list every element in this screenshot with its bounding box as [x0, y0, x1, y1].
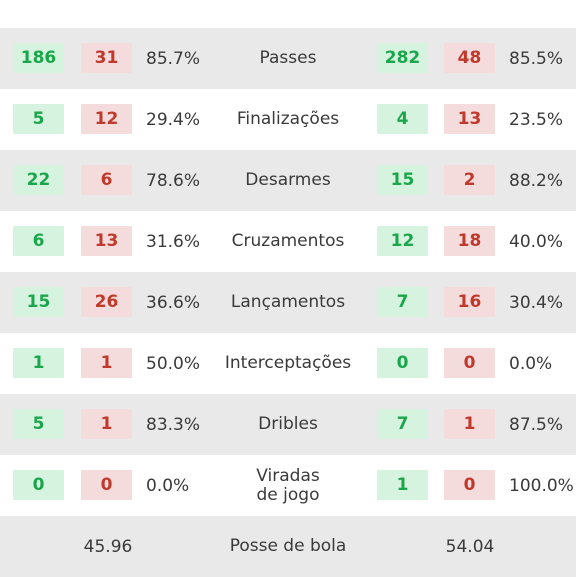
- stat-row-viradas-de-jogo: 0 0 0.0% Viradas de jogo 1 0 100.0%: [0, 455, 576, 516]
- away-percentage: 100.0%: [509, 475, 574, 496]
- home-percentage: 31.6%: [146, 231, 201, 252]
- home-success-badge: 6: [13, 226, 64, 256]
- away-success-badge: 0: [377, 348, 428, 378]
- home-percentage: 85.7%: [146, 48, 201, 69]
- away-percentage: 87.5%: [509, 414, 564, 435]
- away-percentage: 85.5%: [509, 48, 564, 69]
- away-success-badge: 282: [377, 43, 428, 73]
- home-success-badge: 15: [13, 287, 64, 317]
- away-percentage: 40.0%: [509, 231, 564, 252]
- away-percentage: 23.5%: [509, 109, 564, 130]
- stats-table: 186 31 85.7% Passes 282 48 85.5% 5 12 29…: [0, 28, 576, 577]
- home-fail-badge: 13: [81, 226, 132, 256]
- stat-label: Finalizações: [236, 109, 340, 129]
- stat-row-finalizacoes: 5 12 29.4% Finalizações 4 13 23.5%: [0, 89, 576, 150]
- away-fail-badge: 1: [444, 409, 495, 439]
- away-fail-badge: 2: [444, 165, 495, 195]
- home-fail-badge: 1: [81, 348, 132, 378]
- home-percentage: 36.6%: [146, 292, 201, 313]
- stat-label: Dribles: [258, 414, 318, 434]
- home-possession: 45.96: [83, 536, 133, 557]
- away-success-badge: 7: [377, 409, 428, 439]
- away-percentage: 0.0%: [509, 353, 553, 374]
- home-percentage: 50.0%: [146, 353, 201, 374]
- away-success-badge: 4: [377, 104, 428, 134]
- away-success-badge: 7: [377, 287, 428, 317]
- home-fail-badge: 12: [81, 104, 132, 134]
- away-possession: 54.04: [445, 536, 495, 557]
- home-success-badge: 5: [13, 104, 64, 134]
- home-percentage: 0.0%: [146, 475, 190, 496]
- stat-label: Passes: [259, 48, 317, 68]
- away-fail-badge: 0: [444, 470, 495, 500]
- stat-row-interceptacoes: 1 1 50.0% Interceptações 0 0 0.0%: [0, 333, 576, 394]
- home-percentage: 29.4%: [146, 109, 201, 130]
- stat-row-lancamentos: 15 26 36.6% Lançamentos 7 16 30.4%: [0, 272, 576, 333]
- home-success-badge: 186: [13, 43, 64, 73]
- away-fail-badge: 16: [444, 287, 495, 317]
- stat-label: Cruzamentos: [231, 231, 345, 251]
- home-percentage: 78.6%: [146, 170, 201, 191]
- away-fail-badge: 0: [444, 348, 495, 378]
- home-fail-badge: 6: [81, 165, 132, 195]
- home-fail-badge: 0: [81, 470, 132, 500]
- away-success-badge: 12: [377, 226, 428, 256]
- away-fail-badge: 48: [444, 43, 495, 73]
- home-fail-badge: 26: [81, 287, 132, 317]
- away-success-badge: 15: [377, 165, 428, 195]
- away-fail-badge: 13: [444, 104, 495, 134]
- stat-row-passes: 186 31 85.7% Passes 282 48 85.5%: [0, 28, 576, 89]
- stat-label: Lançamentos: [230, 292, 346, 312]
- stat-row-cruzamentos: 6 13 31.6% Cruzamentos 12 18 40.0%: [0, 211, 576, 272]
- home-success-badge: 1: [13, 348, 64, 378]
- possession-label: Posse de bola: [229, 536, 347, 556]
- home-percentage: 83.3%: [146, 414, 201, 435]
- stat-row-possession: 45.96 Posse de bola 54.04: [0, 516, 576, 577]
- home-success-badge: 5: [13, 409, 64, 439]
- away-success-badge: 1: [377, 470, 428, 500]
- stat-row-dribles: 5 1 83.3% Dribles 7 1 87.5%: [0, 394, 576, 455]
- home-fail-badge: 31: [81, 43, 132, 73]
- stat-label: Desarmes: [245, 170, 331, 190]
- home-success-badge: 0: [13, 470, 64, 500]
- stat-label: Interceptações: [224, 353, 352, 373]
- stat-row-desarmes: 22 6 78.6% Desarmes 15 2 88.2%: [0, 150, 576, 211]
- home-fail-badge: 1: [81, 409, 132, 439]
- stat-label: Viradas de jogo: [256, 465, 320, 505]
- away-percentage: 88.2%: [509, 170, 564, 191]
- away-percentage: 30.4%: [509, 292, 564, 313]
- home-success-badge: 22: [13, 165, 64, 195]
- away-fail-badge: 18: [444, 226, 495, 256]
